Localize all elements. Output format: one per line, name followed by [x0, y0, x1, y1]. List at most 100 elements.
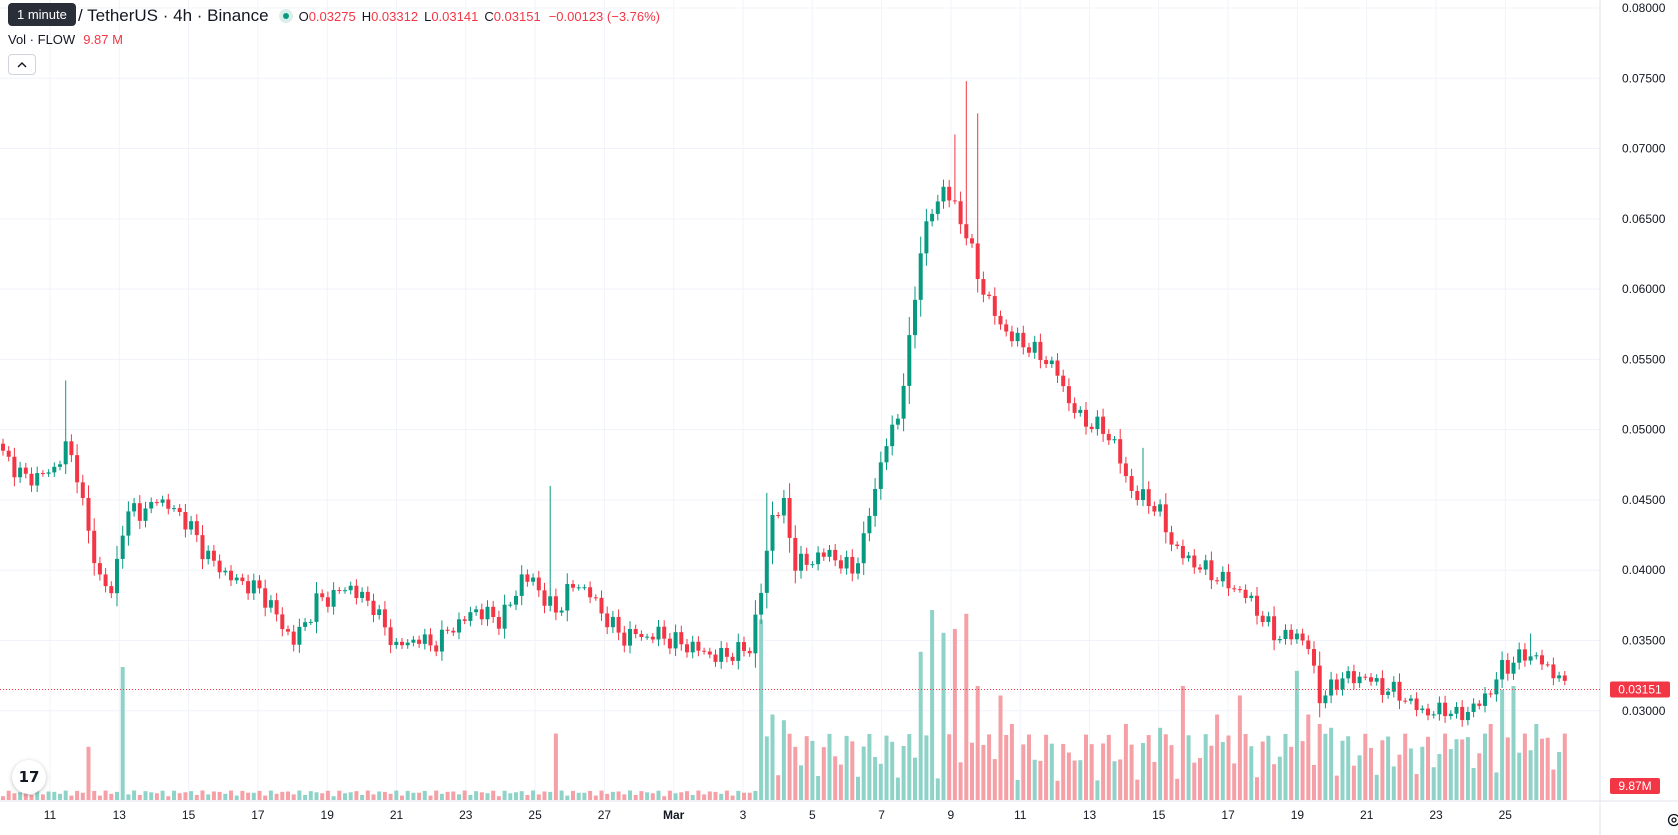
volume-bar	[120, 667, 125, 800]
candle-body	[1072, 403, 1077, 413]
volume-bar	[360, 794, 365, 800]
volume-bar	[1272, 764, 1277, 800]
volume-bar	[1118, 759, 1123, 800]
candle-body	[1203, 560, 1208, 570]
x-tick-label: 3	[740, 808, 747, 822]
volume-bar	[172, 790, 176, 800]
volume-bar	[861, 746, 866, 800]
volume-bar	[1146, 735, 1151, 800]
volume-bar	[1260, 741, 1265, 800]
candle-body	[126, 511, 131, 536]
ohlc-high: H0.03312	[362, 9, 418, 24]
candle-body	[776, 515, 781, 517]
volume-bar	[97, 795, 102, 800]
candle-body	[1215, 580, 1220, 582]
volume-bar	[690, 794, 695, 800]
volume-bar	[1021, 744, 1026, 800]
volume-bar	[1186, 735, 1191, 800]
candle-body	[1220, 571, 1225, 582]
candle-body	[354, 585, 359, 598]
candle-body	[485, 606, 490, 620]
candle-body	[1141, 489, 1145, 501]
candle-body	[958, 201, 963, 225]
candle-body	[1135, 490, 1140, 501]
volume-bar	[1163, 734, 1168, 800]
volume-bar	[388, 793, 393, 800]
collapse-legend-button[interactable]	[8, 54, 36, 75]
candle-body	[565, 584, 570, 611]
candle-body	[1146, 489, 1151, 507]
volume-bar	[263, 795, 268, 800]
candle-body	[941, 186, 946, 202]
candle-body	[172, 508, 176, 510]
volume-bar	[1232, 763, 1237, 800]
volume-bar	[1101, 743, 1106, 800]
gear-icon[interactable]	[1666, 812, 1678, 828]
volume-bar	[400, 795, 404, 800]
candle-body	[1243, 589, 1248, 599]
candle-body	[58, 464, 62, 467]
tradingview-logo[interactable]: 17	[12, 760, 46, 794]
volume-bar	[1557, 752, 1562, 800]
ohlc-key: H	[361, 8, 372, 24]
volume-bar	[1540, 738, 1544, 800]
volume-bar	[514, 792, 518, 800]
candle-body	[120, 535, 125, 559]
volume-bar	[770, 714, 775, 800]
volume-bar	[793, 746, 798, 800]
volume-legend[interactable]: Vol · FLOW 9.87 M	[8, 32, 123, 47]
candle-body	[434, 645, 439, 652]
volume-bar	[1072, 760, 1077, 800]
candle-body	[462, 619, 467, 621]
volume-bar	[325, 790, 330, 800]
volume-bar	[975, 686, 980, 800]
candle-body	[1460, 706, 1465, 721]
volume-bar	[314, 792, 319, 800]
candle-body	[1009, 331, 1014, 342]
volume-bar	[679, 792, 684, 800]
candle-body	[177, 508, 182, 513]
candle-body	[1500, 660, 1505, 680]
volume-bar	[1351, 765, 1356, 800]
candle-body	[1312, 649, 1316, 666]
volume-bar	[115, 791, 119, 800]
candle-body	[952, 200, 957, 202]
candle-body	[1494, 679, 1499, 695]
volume-bar	[1226, 735, 1231, 800]
candle-body	[650, 636, 655, 640]
volume-bar	[576, 792, 581, 800]
volume-bar	[992, 759, 997, 800]
candle-body	[724, 647, 729, 657]
volume-bar	[1346, 736, 1351, 800]
candle-body	[799, 553, 803, 571]
volume-bar	[257, 790, 262, 800]
symbol-title[interactable]: / TetherUS · 4h · Binance	[78, 6, 269, 25]
candle-body	[1118, 439, 1123, 464]
volume-bar	[468, 794, 473, 800]
candle-body	[867, 515, 872, 534]
volume-bar	[1237, 695, 1242, 800]
volume-bar	[1180, 686, 1185, 800]
volume-bar	[1, 796, 5, 800]
x-tick-label: 9	[948, 808, 955, 822]
volume-bar	[485, 793, 490, 800]
candle-body	[1431, 714, 1436, 716]
volume-bar	[776, 775, 781, 800]
candle-body	[576, 587, 581, 589]
volume-bar	[1209, 745, 1214, 800]
volume-bar	[1255, 777, 1259, 800]
candle-body	[280, 614, 285, 630]
volume-bar	[565, 795, 570, 800]
market-status-icon[interactable]	[278, 9, 293, 23]
candle-body	[1329, 679, 1334, 696]
volume-bar	[628, 790, 632, 800]
candle-body	[690, 641, 695, 653]
volume-bar	[1426, 736, 1430, 800]
volume-bar	[531, 790, 536, 800]
candle-body	[593, 597, 598, 599]
candle-body	[183, 512, 188, 530]
candle-body	[1123, 463, 1128, 477]
volume-bar	[667, 790, 672, 800]
volume-bar	[103, 790, 108, 800]
